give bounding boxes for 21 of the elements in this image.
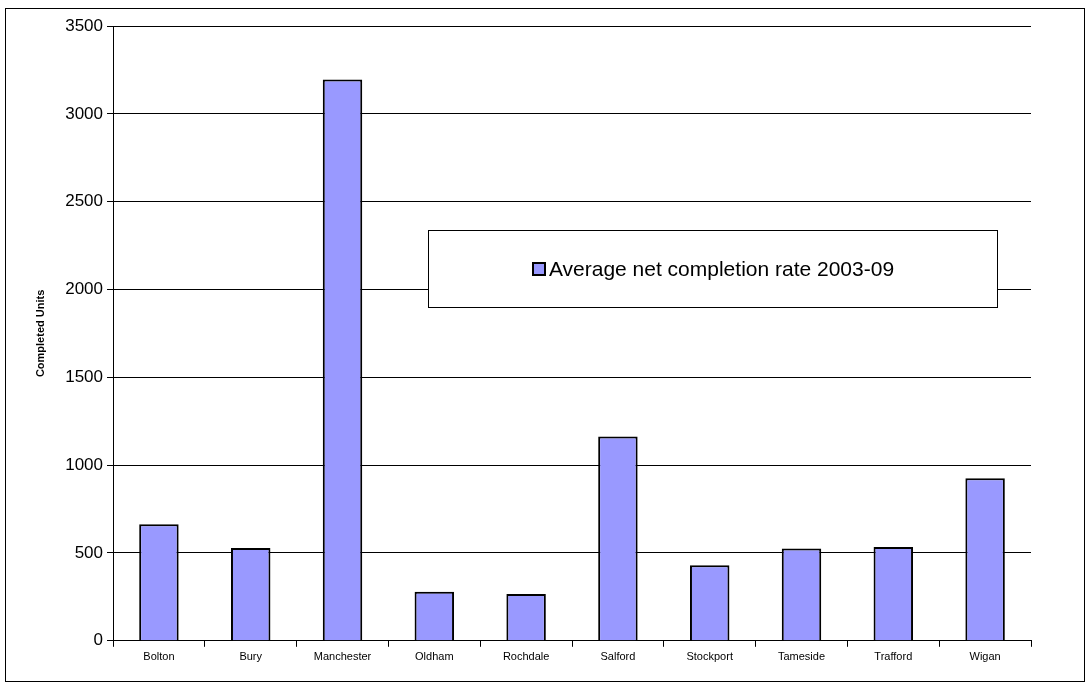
y-tick-label: 1500 xyxy=(65,367,104,386)
y-tick-label: 0 xyxy=(93,630,104,650)
legend: Average net completion rate 2003-09 xyxy=(428,230,998,308)
y-tick-label: 500 xyxy=(74,542,104,562)
x-tick-label: Trafford xyxy=(874,650,913,663)
y-tick-label: 2500 xyxy=(65,191,104,211)
x-tick-label: Manchester xyxy=(313,650,372,663)
legend-label: Average net completion rate 2003-09 xyxy=(547,257,895,281)
x-tick-label: Bury xyxy=(239,650,263,663)
x-tick-label: Rochdale xyxy=(502,650,550,663)
y-axis-title: Completed Units xyxy=(33,289,46,378)
y-tick-label: 3000 xyxy=(65,103,104,123)
x-tick-label: Oldham xyxy=(415,650,454,663)
y-tick-label: 1000 xyxy=(65,454,104,474)
x-tick-label: Salford xyxy=(600,650,636,663)
y-tick-label: 3500 xyxy=(65,15,104,35)
x-tick-label: Stockport xyxy=(686,650,733,663)
y-tick-label: 2000 xyxy=(65,279,104,299)
x-tick-label: Bolton xyxy=(143,650,175,663)
x-tick-label: Wigan xyxy=(969,650,1001,663)
x-tick-label: Tameside xyxy=(777,650,826,663)
